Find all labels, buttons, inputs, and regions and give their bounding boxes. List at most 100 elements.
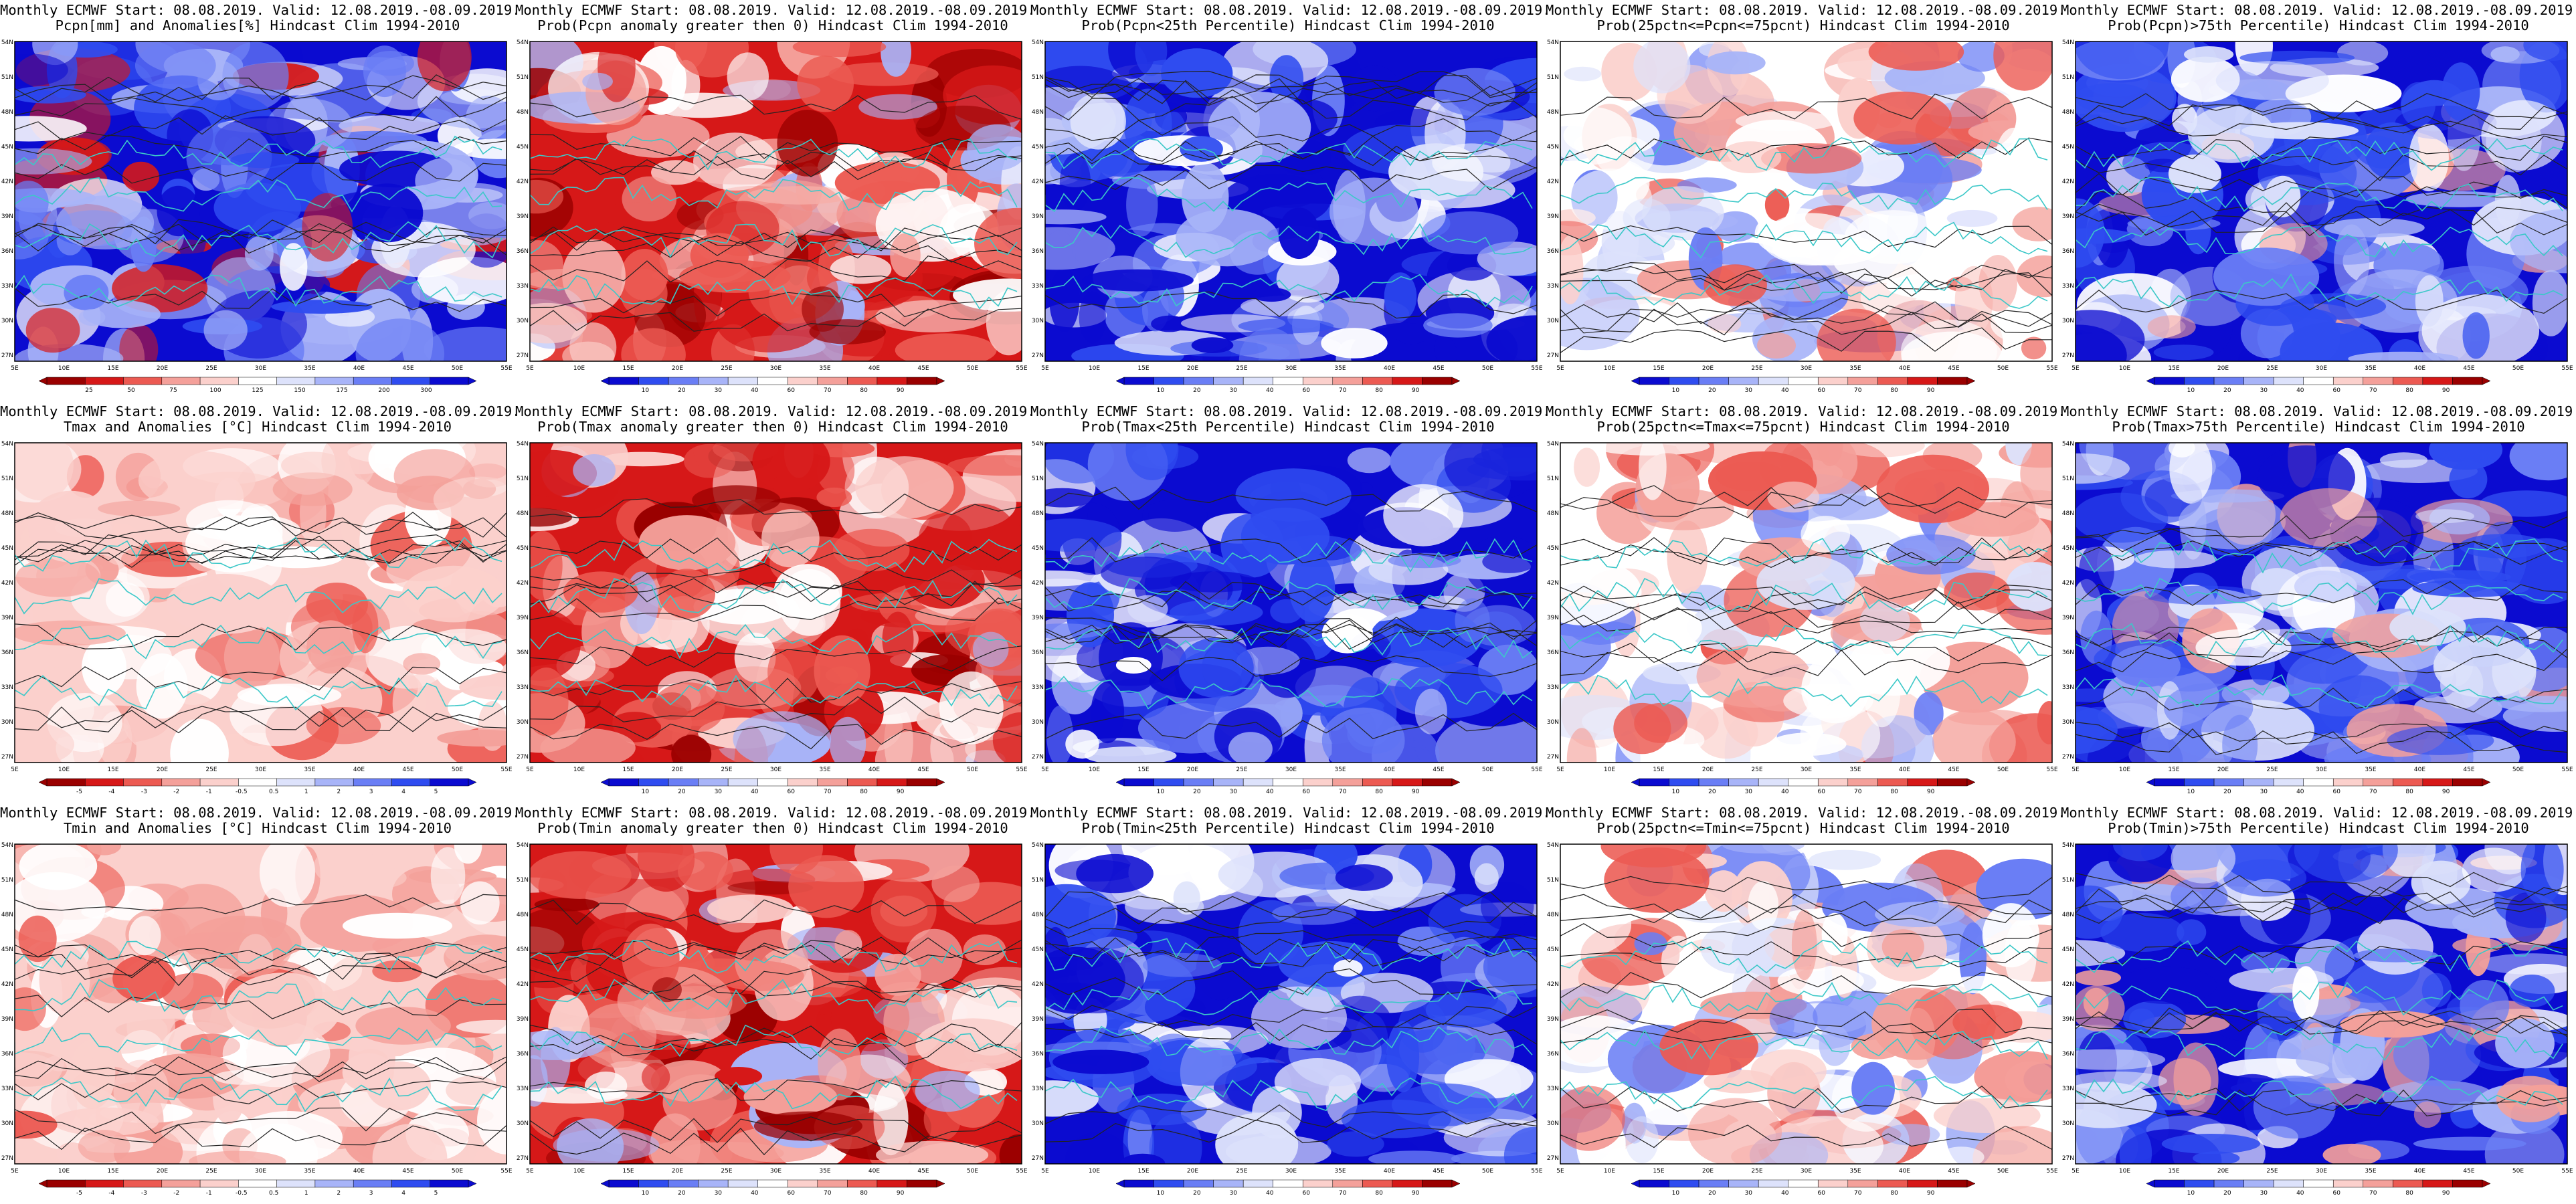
colorbar-segment xyxy=(1362,778,1393,787)
lat-tick-label: 48N xyxy=(2062,109,2074,116)
field-shading xyxy=(1333,170,1366,243)
coastline xyxy=(1045,223,1533,258)
colorbar-tick-label: 90 xyxy=(897,387,905,394)
field-shading xyxy=(372,934,436,958)
lon-tick-label: 30E xyxy=(1801,1168,1812,1175)
field-shading xyxy=(626,844,695,873)
forecast-panel: Monthly ECMWF Start: 08.08.2019. Valid: … xyxy=(515,401,1036,803)
lat-tick-label: 30N xyxy=(517,318,529,324)
field-shading xyxy=(1423,313,1493,338)
field-shading xyxy=(621,249,668,301)
colorbar-segment xyxy=(1183,1179,1214,1188)
field-shading xyxy=(2169,443,2213,504)
colorbar-segment xyxy=(2154,778,2185,787)
panel-title: Monthly ECMWF Start: 08.08.2019. Valid: … xyxy=(0,404,521,435)
colorbar-segment xyxy=(238,1179,277,1188)
coastline xyxy=(15,979,502,1015)
field-shading xyxy=(802,286,844,332)
colorbar-segment xyxy=(1154,377,1184,385)
field-shading xyxy=(1769,998,1818,1039)
field-shading xyxy=(2509,443,2567,481)
field-shading xyxy=(876,1140,989,1164)
colorbar-segment xyxy=(2422,778,2453,787)
colorbar-segment xyxy=(85,1179,124,1188)
lat-tick-label: 48N xyxy=(1547,510,1559,517)
colorbar-tick-label: -2 xyxy=(173,789,179,795)
field-shading xyxy=(1392,1083,1498,1126)
colorbar-segment xyxy=(608,778,639,787)
lon-tick-label: 15E xyxy=(1137,1168,1149,1175)
field-shading xyxy=(1142,952,1222,977)
colorbar-tick-label: -0.5 xyxy=(236,1190,248,1197)
contour-line xyxy=(530,308,1022,332)
lon-tick-label: 10E xyxy=(573,1168,585,1175)
lon-tick-label: 25E xyxy=(205,1168,217,1175)
contour-line xyxy=(530,645,1022,672)
lat-tick-label: 45N xyxy=(1,946,13,953)
lon-tick-label: 25E xyxy=(1751,767,1762,773)
colorbar-tick-label: 80 xyxy=(1890,1190,1898,1197)
field-shading xyxy=(752,443,830,492)
contour-line xyxy=(1560,492,2052,518)
lon-tick-label: 35E xyxy=(304,767,315,773)
colorbar-tick-label: 150 xyxy=(294,387,305,394)
contour-line xyxy=(1560,586,2052,612)
field-shading xyxy=(1876,454,1989,524)
field-shading xyxy=(947,455,1022,476)
field-shading xyxy=(2171,56,2240,102)
map-plot: 5E 10E 15E 20E 25E 30E 35E 40E 45E 50E 55E27N30N33… xyxy=(1,842,513,1197)
contour-line xyxy=(1560,1086,2052,1114)
field-shading xyxy=(2415,275,2444,327)
lat-tick-label: 45N xyxy=(1,144,13,150)
field-shading xyxy=(904,553,985,609)
field-shading xyxy=(1853,91,1952,145)
field-shading xyxy=(1335,864,1393,891)
contour-line xyxy=(530,155,1022,180)
field-shading xyxy=(658,569,715,619)
field-shading xyxy=(1757,332,1796,359)
field-shading xyxy=(1952,1004,2023,1040)
lat-tick-label: 54N xyxy=(1032,842,1044,849)
colorbar-segment xyxy=(276,377,316,385)
lat-tick-label: 36N xyxy=(1,1051,13,1058)
panel-title-line1: Monthly ECMWF Start: 08.08.2019. Valid: … xyxy=(515,403,1036,419)
lon-tick-label: 20E xyxy=(1187,1168,1198,1175)
contour-line xyxy=(1045,901,1537,929)
contour-line xyxy=(15,74,507,102)
lon-tick-label: 15E xyxy=(2168,1168,2179,1175)
field-shading xyxy=(2280,488,2377,548)
contour-line xyxy=(15,1056,507,1082)
coastline xyxy=(2076,979,2563,1016)
colorbar-tick-label: 50 xyxy=(127,387,135,394)
field-shading xyxy=(1251,287,1291,302)
contour-line xyxy=(2076,540,2567,565)
contour-line xyxy=(2076,154,2567,182)
field-shading xyxy=(1432,143,1511,182)
field-shading xyxy=(1347,447,1392,474)
contour-line xyxy=(2076,93,2567,120)
field-shading xyxy=(128,916,161,956)
field-shading xyxy=(2280,293,2387,320)
contour-line xyxy=(15,219,507,247)
colorbar-tick-label: 10 xyxy=(1672,789,1680,795)
colorbar-segment xyxy=(1758,778,1788,787)
field-shading xyxy=(1173,881,1200,915)
field-shading xyxy=(1633,41,1691,94)
lon-tick-label: 10E xyxy=(2119,767,2130,773)
lat-tick-label: 48N xyxy=(1,510,13,517)
lat-tick-label: 51N xyxy=(1547,476,1559,482)
lat-tick-label: 51N xyxy=(1,476,13,482)
lon-tick-label: 30E xyxy=(255,1168,266,1175)
forecast-panel: Monthly ECMWF Start: 08.08.2019. Valid: … xyxy=(2061,401,2576,803)
field-shading xyxy=(15,987,46,1031)
lat-tick-label: 54N xyxy=(1547,39,1559,46)
colorbar-segment xyxy=(1847,377,1878,385)
field-shading xyxy=(1125,443,1179,480)
lat-tick-label: 48N xyxy=(1032,912,1044,918)
field-shading xyxy=(1486,315,1537,361)
field-shading xyxy=(1995,127,2033,191)
field-shading xyxy=(2337,41,2389,66)
colorbar-segment xyxy=(1728,778,1759,787)
contour-line xyxy=(2076,631,2567,658)
colorbar-segment xyxy=(123,377,163,385)
